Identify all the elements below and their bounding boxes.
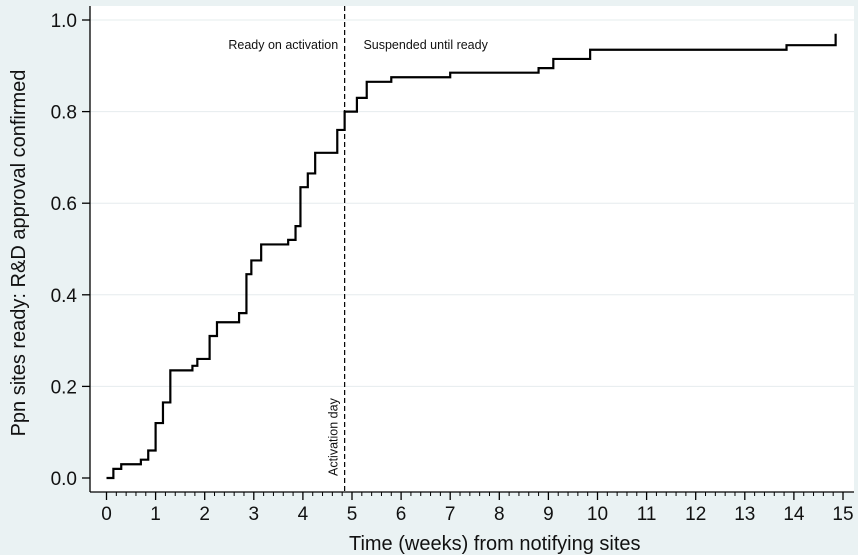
x-tick-label: 3 — [249, 504, 260, 525]
x-tick-label: 2 — [199, 504, 210, 525]
x-tick-label: 15 — [832, 504, 853, 525]
x-tick-label: 11 — [637, 504, 657, 525]
x-tick-label: 4 — [298, 504, 309, 525]
y-tick-label: 0.2 — [51, 377, 77, 398]
data — [106, 6, 837, 492]
y-tick-label: 0.6 — [51, 194, 77, 215]
x-tick-label: 13 — [734, 504, 755, 525]
labels: 0.00.20.40.60.81.00 1 2 3 4 5 6 7 8 9 10 11 12 13 14 15… — [8, 11, 854, 555]
x-tick-label: 8 — [494, 504, 505, 525]
activation-day-label: Activation day — [327, 397, 341, 476]
x-tick-label: 14 — [783, 504, 805, 525]
grid — [90, 19, 854, 387]
x-tick-label: 0 — [101, 504, 112, 525]
x-tick-label: 6 — [396, 504, 407, 525]
y-tick-label: 0.0 — [51, 469, 77, 490]
x-tick-label: 12 — [685, 504, 706, 525]
plot-area — [90, 6, 854, 492]
x-axis-title: Time (weeks) from notifying sites — [349, 533, 641, 555]
y-tick-label: 0.4 — [51, 286, 78, 307]
x-tick-label: 1 — [150, 504, 161, 525]
annotation-1: Suspended until ready — [363, 38, 488, 52]
x-tick-label: 5 — [347, 504, 358, 525]
y-tick-label: 1.0 — [51, 11, 77, 32]
x-tick-label: 9 — [543, 504, 554, 525]
x-tick-label: 10 — [587, 504, 608, 525]
x-tick-label: 7 — [445, 504, 456, 525]
y-axis-title: Ppn sites ready: R&D approval confirmed — [8, 70, 30, 437]
y-tick-label: 0.8 — [51, 103, 77, 124]
series-step-line — [106, 33, 837, 480]
axes — [82, 6, 854, 500]
annotation-0: Ready on activation — [228, 38, 338, 52]
